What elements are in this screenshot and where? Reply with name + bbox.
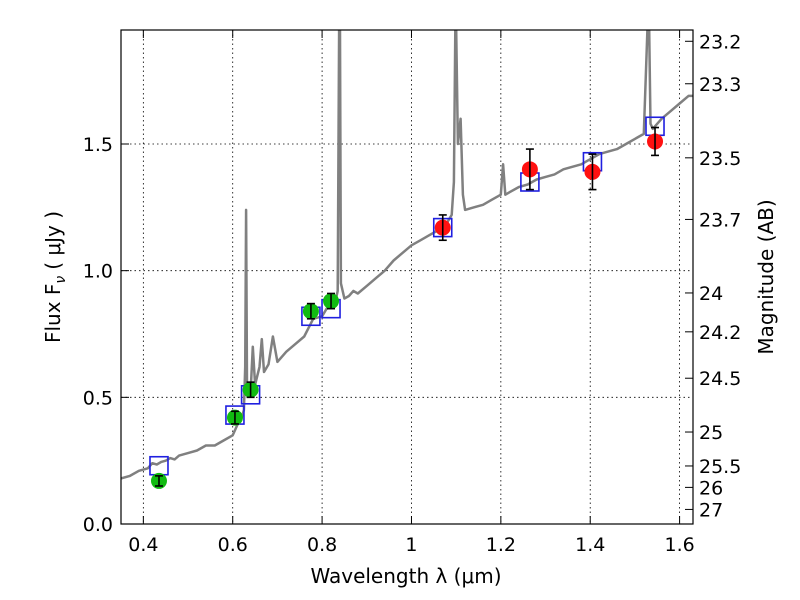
y-axis-label-sub: ν bbox=[53, 276, 69, 284]
y-tick-label: 0.5 bbox=[83, 387, 113, 409]
x-tick-label: 1.2 bbox=[486, 534, 516, 556]
y-axis: 0.0 0.5 1.0 1.5 bbox=[83, 134, 129, 536]
magnitude-tick-label: 24.5 bbox=[699, 368, 741, 390]
spectrum-line bbox=[121, 30, 693, 480]
x-tick-label: 0.6 bbox=[218, 534, 248, 556]
y-axis-label-main: Flux F bbox=[41, 284, 65, 343]
x-tick-label: 1.6 bbox=[664, 534, 694, 556]
y-tick-label: 0.0 bbox=[83, 514, 113, 536]
plot-area bbox=[121, 30, 693, 489]
y-tick-label: 1.5 bbox=[83, 134, 113, 156]
optical-photometry bbox=[150, 292, 340, 489]
magnitude-tick-label: 23.5 bbox=[699, 148, 741, 170]
x-tick-label: 1 bbox=[405, 534, 417, 556]
y-tick-label: 1.0 bbox=[83, 261, 113, 283]
magnitude-tick-label: 27 bbox=[699, 499, 723, 521]
magnitude-axis-label: Magnitude (AB) bbox=[754, 199, 778, 354]
magnitude-tick-label: 23.7 bbox=[699, 209, 741, 231]
x-axis-label: Wavelength λ (μm) bbox=[310, 564, 501, 588]
x-tick-label: 1.4 bbox=[575, 534, 605, 556]
magnitude-tick-label: 26 bbox=[699, 477, 723, 499]
magnitude-tick-label: 24.2 bbox=[699, 322, 741, 344]
nir-photometry bbox=[434, 126, 664, 242]
magnitude-tick-label: 23.2 bbox=[699, 31, 741, 53]
x-tick-label: 0.4 bbox=[128, 534, 158, 556]
magnitude-tick-label: 24 bbox=[699, 283, 723, 305]
plot-frame bbox=[120, 29, 694, 525]
y-axis-label: Flux Fν ( μJy ) bbox=[41, 211, 69, 343]
magnitude-tick-label: 23.3 bbox=[699, 74, 741, 96]
x-axis: 0.4 0.6 0.8 1 1.2 1.4 1.6 bbox=[128, 30, 695, 556]
x-tick-label: 0.8 bbox=[307, 534, 337, 556]
magnitude-tick-label: 25 bbox=[699, 422, 723, 444]
magnitude-tick-label: 25.5 bbox=[699, 456, 741, 478]
y-axis-label-unit: ( μJy ) bbox=[41, 211, 65, 270]
plot-background bbox=[121, 30, 693, 524]
